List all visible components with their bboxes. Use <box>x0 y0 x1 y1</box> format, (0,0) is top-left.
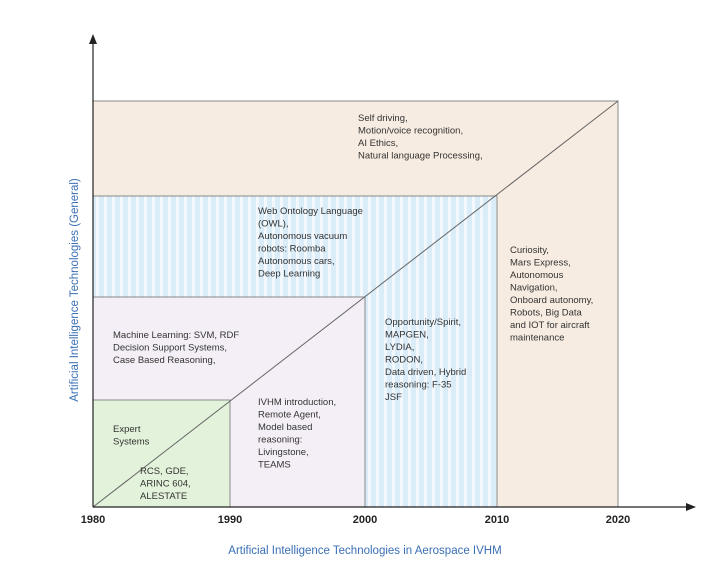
region-text: Onboard autonomy, <box>510 295 593 306</box>
region-text: Machine Learning: SVM, RDF <box>113 330 239 341</box>
region-text: Motion/voice recognition, <box>358 126 463 137</box>
region-text: Autonomous <box>510 270 564 281</box>
region-text: Autonomous vacuum <box>258 231 347 242</box>
region-text: robots: Roomba <box>258 244 326 255</box>
region-text: Systems <box>113 437 150 448</box>
y-arrow <box>89 34 97 44</box>
region-text: Robots, Big Data <box>510 308 583 319</box>
region-text: Expert <box>113 424 141 435</box>
region-text: Model based <box>258 422 312 433</box>
region-text: Autonomous cars, <box>258 256 335 267</box>
region-text: RCS, GDE, <box>140 466 189 477</box>
region-text: Web Ontology Language <box>258 206 363 217</box>
x-tick-label: 1980 <box>81 514 105 526</box>
region-text: and IOT for aircraft <box>510 320 590 331</box>
region-text: (OWL), <box>258 219 289 230</box>
region-text: maintenance <box>510 333 564 344</box>
diagonal <box>92 100 619 508</box>
x-arrow <box>686 503 696 511</box>
region-text: Deep Learning <box>258 269 320 280</box>
region-text: JSF <box>385 392 402 403</box>
y-axis-label: Artificial Intelligence Technologies (Ge… <box>69 178 81 402</box>
region-text: RODON, <box>385 355 423 366</box>
x-tick-label: 2010 <box>485 514 509 526</box>
region-text: Remote Agent, <box>258 410 321 421</box>
region-text: ALESTATE <box>140 491 187 502</box>
region-text: Curiosity, <box>510 245 549 256</box>
region-text: IVHM introduction, <box>258 397 336 408</box>
region-text: Navigation, <box>510 283 558 294</box>
region-text: Livingstone, <box>258 447 309 458</box>
region-text: Mars Express, <box>510 258 571 269</box>
region-text: MAPGEN, <box>385 330 429 341</box>
x-tick-label: 1990 <box>218 514 242 526</box>
x-axis-label: Artificial Intelligence Technologies in … <box>228 545 501 557</box>
x-tick-label: 2020 <box>606 514 630 526</box>
region-text: TEAMS <box>258 460 291 471</box>
region-text: reasoning: F-35 <box>385 380 452 391</box>
x-tick-label: 2000 <box>353 514 377 526</box>
region-text: reasoning: <box>258 435 302 446</box>
region-text: ARINC 604, <box>140 479 191 490</box>
region-text: Data driven, Hybrid <box>385 367 466 378</box>
region-text: AI Ethics, <box>358 138 398 149</box>
region-text: Self driving, <box>358 113 408 124</box>
region-text: Decision Support Systems, <box>113 343 227 354</box>
region-text: Case Based Reasoning, <box>113 355 215 366</box>
region-text: Natural language Processing, <box>358 151 483 162</box>
region-text: LYDIA, <box>385 342 414 353</box>
region-text: Opportunity/Spirit, <box>385 317 461 328</box>
